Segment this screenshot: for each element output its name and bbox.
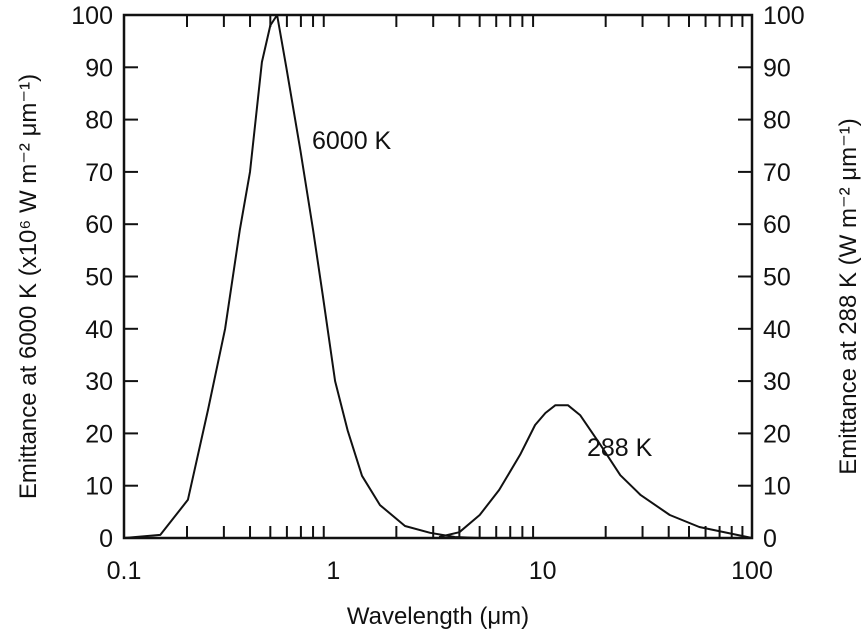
series-line-6000-k: [123, 14, 480, 539]
x-axis-title: Wavelength (μm): [347, 603, 529, 630]
y-axis-ticks: 0 0 10 10 20 20 30 30 40 40 50 50 60 60 70 70 80 80 90 90 10…: [71, 2, 804, 553]
y-tick-label-right: 10: [763, 473, 791, 501]
y-tick-label-right: 60: [763, 211, 791, 239]
y-tick-label-left: 70: [85, 159, 113, 187]
y-tick-label-left: 100: [71, 2, 113, 30]
y-tick-label-left: 60: [85, 211, 113, 239]
y-tick-label-right: 70: [763, 159, 791, 187]
y-tick-label-left: 10: [85, 473, 113, 501]
x-axis-ticks: 0.1 1 10 100: [107, 15, 773, 585]
y-tick-label-right: 80: [763, 107, 791, 135]
plot-border: [122, 13, 754, 540]
x-tick-label: 10: [529, 557, 557, 585]
y-tick-label-right: 30: [763, 368, 791, 396]
series-line-288-k: [438, 404, 753, 539]
annotation-288k: 288 K: [587, 434, 653, 462]
y-tick-label-left: 20: [85, 420, 113, 448]
series-lines: [123, 14, 753, 539]
x-tick-label: 100: [731, 557, 773, 585]
y-tick-label-left: 0: [99, 525, 113, 553]
y-tick-label-left: 30: [85, 368, 113, 396]
y-tick-label-left: 80: [85, 107, 113, 135]
y-tick-label-right: 50: [763, 264, 791, 292]
plot-frame: [122, 13, 754, 540]
y-tick-label-left: 40: [85, 316, 113, 344]
y-axis-right-title: Emittance at 288 K (W m⁻² μm⁻¹): [835, 118, 862, 475]
x-tick-label: 0.1: [107, 557, 142, 585]
y-tick-label-right: 90: [763, 54, 791, 82]
y-tick-label-left: 90: [85, 54, 113, 82]
y-tick-label-right: 0: [763, 525, 777, 553]
y-axis-left-title: Emittance at 6000 K (x10⁶ W m⁻² μm⁻¹): [15, 74, 42, 499]
x-tick-label: 1: [326, 557, 340, 585]
annotation-6000k: 6000 K: [312, 127, 392, 155]
y-tick-label-left: 50: [85, 264, 113, 292]
y-tick-label-right: 20: [763, 420, 791, 448]
y-tick-label-right: 100: [763, 2, 805, 30]
y-tick-label-right: 40: [763, 316, 791, 344]
